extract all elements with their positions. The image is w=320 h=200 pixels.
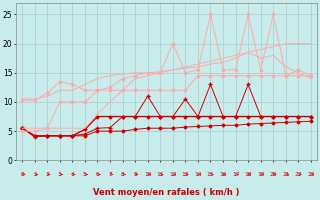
X-axis label: Vent moyen/en rafales ( km/h ): Vent moyen/en rafales ( km/h ) [93, 188, 240, 197]
